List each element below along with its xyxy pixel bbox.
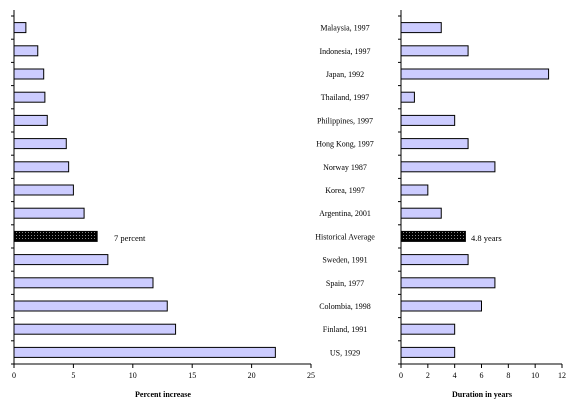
right-x-tick-label: 0 — [399, 371, 403, 380]
category-labels: Malaysia, 1997 Indonesia, 1997 Japan, 1992… — [315, 24, 375, 358]
category-label: Philippines, 1997 — [317, 116, 373, 125]
category-label: Norway 1987 — [323, 163, 367, 172]
right-bar — [400, 22, 442, 34]
left-x-tick-label: 15 — [188, 371, 196, 380]
left-x-tick-label: 25 — [307, 371, 315, 380]
left-bar — [13, 91, 46, 103]
right-bar — [400, 68, 550, 80]
left-bar — [13, 22, 27, 34]
category-label: Finland, 1991 — [323, 325, 367, 334]
right-bar — [400, 184, 429, 196]
category-label: Korea, 1997 — [325, 186, 365, 195]
category-label: Sweden, 1991 — [322, 256, 367, 265]
left-bar-highlight — [13, 230, 98, 242]
left-bar — [13, 323, 177, 335]
category-label: Historical Average — [315, 232, 375, 241]
right-x-tick-label: 2 — [426, 371, 430, 380]
left-x-tick-label: 0 — [12, 371, 16, 380]
left-x-tick-label: 20 — [248, 371, 256, 380]
left-highlight-annotation: 7 percent — [114, 233, 146, 243]
left-x-axis-label: Percent increase — [135, 390, 191, 399]
right-x-tick-label: 6 — [480, 371, 484, 380]
left-bar — [13, 207, 85, 219]
right-x-tick-label: 10 — [531, 371, 539, 380]
category-label: Japan, 1992 — [326, 70, 364, 79]
right-bar — [400, 300, 482, 312]
category-label: Spain, 1977 — [326, 279, 364, 288]
right-bar — [400, 254, 469, 266]
left-chart-panel: 0 5 10 15 20 25 — [11, 10, 315, 380]
category-label: Hong Kong, 1997 — [316, 140, 374, 149]
right-bar — [400, 207, 442, 219]
category-label: Indonesia, 1997 — [319, 47, 370, 56]
right-x-tick-label: 4 — [453, 371, 457, 380]
category-label: Argentina, 2001 — [319, 209, 371, 218]
left-bar — [13, 277, 154, 289]
left-x-tick-label: 10 — [129, 371, 137, 380]
category-label: Malaysia, 1997 — [320, 24, 369, 33]
right-bar-highlight — [400, 230, 466, 242]
right-x-axis-label: Duration in years — [452, 390, 512, 399]
left-bar — [13, 68, 45, 80]
right-x-tick-label: 12 — [558, 371, 566, 380]
right-bar — [400, 277, 496, 289]
left-bar — [13, 254, 109, 266]
right-highlight-annotation: 4.8 years — [471, 233, 502, 243]
right-bar — [400, 114, 456, 126]
right-x-tick-label: 8 — [506, 371, 510, 380]
left-bar — [13, 161, 70, 173]
left-bar — [13, 300, 168, 312]
right-chart-panel: 0 2 4 6 8 10 12 — [398, 10, 566, 380]
right-bar — [400, 91, 415, 103]
right-bar — [400, 323, 456, 335]
left-x-tick-label: 5 — [71, 371, 75, 380]
right-bar — [400, 45, 469, 57]
right-bar — [400, 138, 469, 150]
category-label: Thailand, 1997 — [321, 93, 369, 102]
left-bar — [13, 114, 48, 126]
category-label: US, 1929 — [330, 348, 360, 357]
left-bar — [13, 346, 276, 358]
right-bar — [400, 161, 496, 173]
left-bar — [13, 45, 39, 57]
left-bar — [13, 138, 67, 150]
right-bar — [400, 346, 456, 358]
left-bar — [13, 184, 74, 196]
category-label: Colombia, 1998 — [319, 302, 371, 311]
